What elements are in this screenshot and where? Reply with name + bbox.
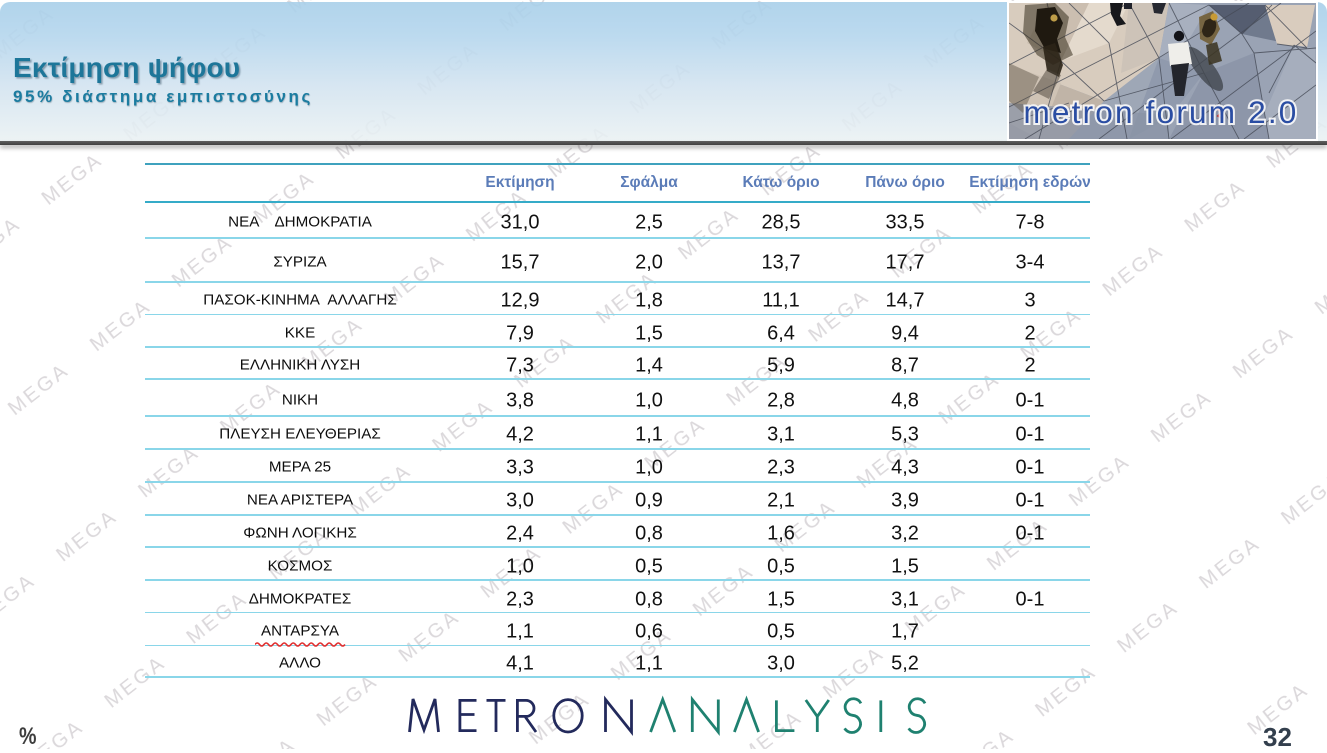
svg-text:metron forum 2.0: metron forum 2.0	[1023, 94, 1298, 130]
